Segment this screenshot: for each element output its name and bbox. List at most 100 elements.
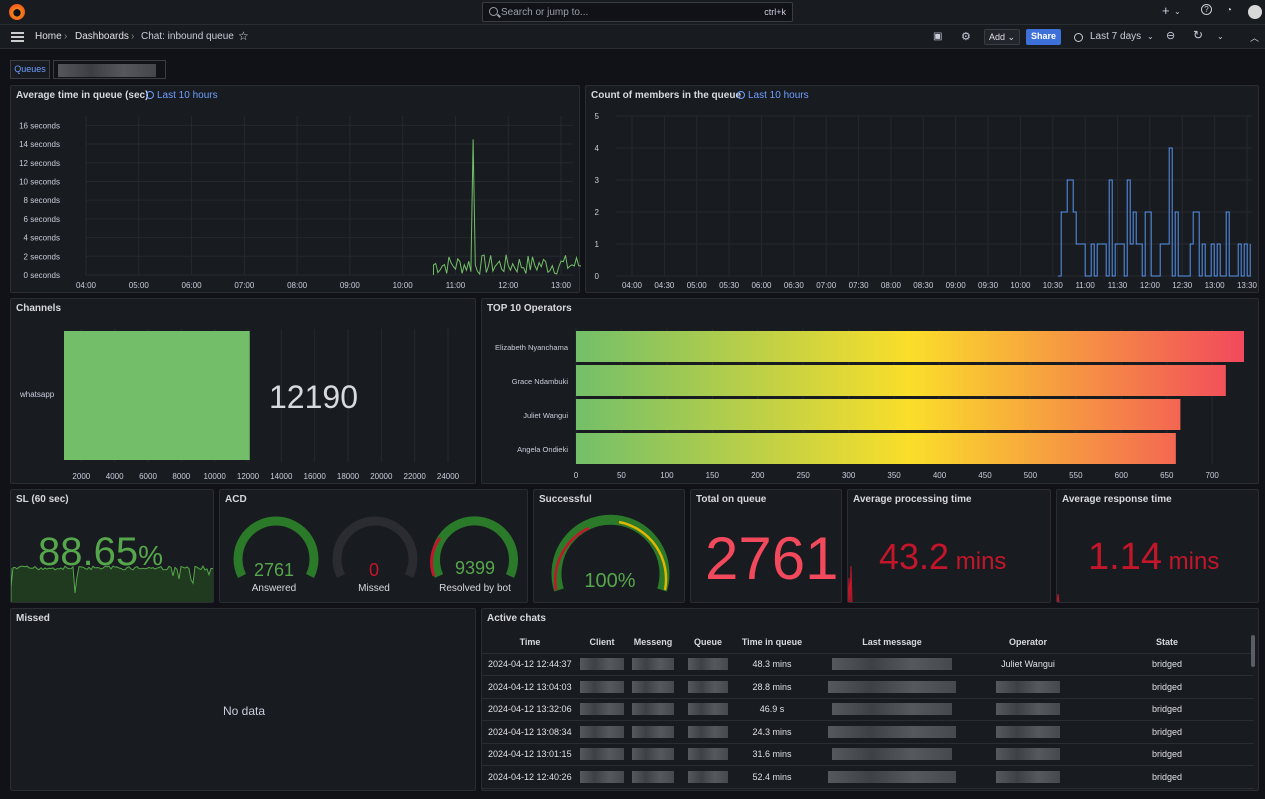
gauge-resolved-value: 9399 [454, 558, 496, 578]
user-avatar[interactable] [1248, 5, 1262, 19]
save-icon[interactable]: ▣ [933, 31, 943, 42]
no-data-message: No data [222, 704, 266, 718]
table-row[interactable]: 2024-04-12 13:08:34 24.3 mins bridged [482, 720, 1254, 744]
active-chats-table: Time Client Messeng Queue Time in queue … [482, 631, 1254, 789]
y-tick-label: 12 seconds [19, 159, 60, 168]
gauge-answered-value: 2761 [253, 560, 295, 580]
x-tick-label: 13:00 [551, 281, 572, 290]
new-plus-button[interactable]: + [1162, 3, 1170, 18]
col-header-operator[interactable]: Operator [976, 631, 1080, 654]
panel-title: Successful [539, 494, 592, 505]
panel-title: TOP 10 Operators [487, 303, 572, 314]
time-override-badge: Last 10 hours [146, 90, 218, 101]
successful-value: 100% [584, 570, 636, 592]
share-button[interactable]: Share [1026, 29, 1062, 45]
col-header-client[interactable]: Client [578, 631, 626, 654]
gauge-threshold-yellow [618, 520, 668, 591]
breadcrumb-home[interactable]: Home [35, 31, 62, 42]
x-tick-label: 150 [706, 471, 720, 480]
panel-sl-60sec: SL (60 sec) 88.65% [10, 489, 214, 603]
search-input[interactable]: Search or jump to... ctrl+k [482, 2, 793, 22]
cell-messeng [626, 653, 680, 676]
col-header-last-message[interactable]: Last message [808, 631, 976, 654]
col-header-state[interactable]: State [1080, 631, 1254, 654]
panel-title: Active chats [487, 613, 546, 624]
search-shortcut: ctrl+k [764, 7, 786, 17]
menu-icon[interactable] [11, 32, 24, 42]
top10-bar-chart[interactable]: 0 50 100 150 200 250 300 350 400 450 500 550 600 650 7… [482, 299, 1260, 485]
add-button[interactable]: Add ⌄ [984, 29, 1021, 45]
cell-time: 2024-04-12 13:08:34 [482, 720, 578, 744]
chevron-down-icon[interactable]: ⌄ [1147, 32, 1154, 41]
table-header-row: Time Client Messeng Queue Time in queue … [482, 631, 1254, 654]
star-icon[interactable]: ☆ [238, 29, 249, 43]
table-row[interactable]: 2024-04-12 12:40:26 52.4 mins bridged [482, 765, 1254, 789]
panel-title: Average processing time [853, 494, 972, 505]
avg-processing-unit: mins [955, 548, 1007, 575]
avg-response-value: 1.14 mins [1088, 536, 1219, 579]
grafana-logo-icon[interactable] [9, 4, 25, 20]
cell-last-message [808, 675, 976, 699]
x-tick-label: 12:00 [498, 281, 519, 290]
panel-average-time-in-queue: Average time in queue (sec) Last 10 hour… [10, 85, 581, 294]
avg-response-unit: mins [1168, 548, 1220, 575]
search-placeholder: Search or jump to... [501, 7, 589, 18]
cell-messeng [626, 743, 680, 766]
cell-time-in-queue: 48.3 mins [736, 653, 808, 676]
bar-whatsapp [64, 331, 250, 460]
col-header-time-in-queue[interactable]: Time in queue [736, 631, 808, 654]
table-row[interactable]: 2024-04-12 13:32:06 46.9 s bridged [482, 698, 1254, 721]
cell-last-message [808, 653, 976, 676]
breadcrumb-separator-icon: › [64, 31, 68, 42]
panel-top10-operators: TOP 10 Operators 0 50 100 150 200 250 300 350 40… [481, 298, 1259, 484]
cell-time-in-queue: 28.8 mins [736, 675, 808, 699]
table-row[interactable]: 2024-04-12 13:01:15 31.6 mins bridged [482, 743, 1254, 766]
channels-bar-chart[interactable]: 2000 4000 6000 8000 10000 12000 14000 16000 1800… [11, 299, 477, 485]
zoom-out-icon[interactable]: ⊖ [1166, 30, 1176, 42]
breadcrumb-dashboards[interactable]: Dashboards [75, 31, 129, 42]
redacted-value [996, 703, 1060, 716]
time-override-badge: Last 10 hours [737, 90, 809, 101]
x-tick-label: 12000 [237, 472, 260, 481]
cell-operator [976, 765, 1080, 789]
news-rss-icon[interactable]: ◔ [1226, 5, 1233, 16]
cell-client [578, 743, 626, 766]
table-row[interactable]: 2024-04-12 13:04:03 28.8 mins bridged [482, 675, 1254, 699]
settings-gear-icon[interactable]: ⚙ [961, 31, 971, 43]
cell-messeng [626, 698, 680, 721]
x-tick-label: 05:00 [129, 281, 150, 290]
x-tick-label: 07:30 [849, 281, 870, 290]
cell-time: 2024-04-12 13:01:15 [482, 743, 578, 766]
x-tick-label: 6000 [139, 472, 157, 481]
clock-icon [1074, 33, 1083, 42]
cell-queue [680, 720, 736, 744]
col-header-time[interactable]: Time [482, 631, 578, 654]
refresh-icon[interactable]: ↻ [1193, 28, 1204, 42]
gauge-threshold-red [430, 537, 442, 577]
redacted-value [996, 680, 1060, 693]
cell-time-in-queue: 24.3 mins [736, 720, 808, 744]
avg-time-series-line [432, 139, 581, 276]
x-tick-label: 08:30 [913, 281, 934, 290]
y-tick-label: 2 seconds [24, 252, 60, 261]
count-members-chart[interactable]: 0 1 2 3 4 5 04:00 04:30 05:00 05:30 06:00 06:30 07:0… [586, 86, 1260, 294]
gauge-answered-label: Answered [251, 583, 297, 594]
queues-variable-select[interactable] [53, 60, 166, 79]
x-tick-label: 04:00 [76, 281, 97, 290]
collapse-icon[interactable]: ︿ [1250, 33, 1260, 43]
chevron-down-icon[interactable]: ⌄ [1217, 32, 1224, 41]
table-row[interactable]: 2024-04-12 12:44:37 48.3 mins Juliet Wangu… [482, 653, 1254, 676]
col-header-queue[interactable]: Queue [680, 631, 736, 654]
cell-queue [680, 653, 736, 676]
avg-time-chart[interactable]: 0 seconds 2 seconds 4 seconds 6 seconds 8 se… [11, 86, 581, 294]
x-tick-label: 200 [751, 471, 765, 480]
help-icon[interactable]: ? [1201, 4, 1212, 15]
chevron-down-icon[interactable]: ⌄ [1174, 7, 1181, 16]
cell-messeng [626, 720, 680, 744]
table-scrollbar[interactable] [1251, 635, 1255, 667]
time-range-picker[interactable]: Last 7 days [1090, 31, 1142, 42]
processing-sparkline [848, 565, 853, 602]
breadcrumb-separator-icon: › [131, 31, 135, 42]
col-header-messeng[interactable]: Messeng [626, 631, 680, 654]
redacted-value [632, 748, 674, 761]
